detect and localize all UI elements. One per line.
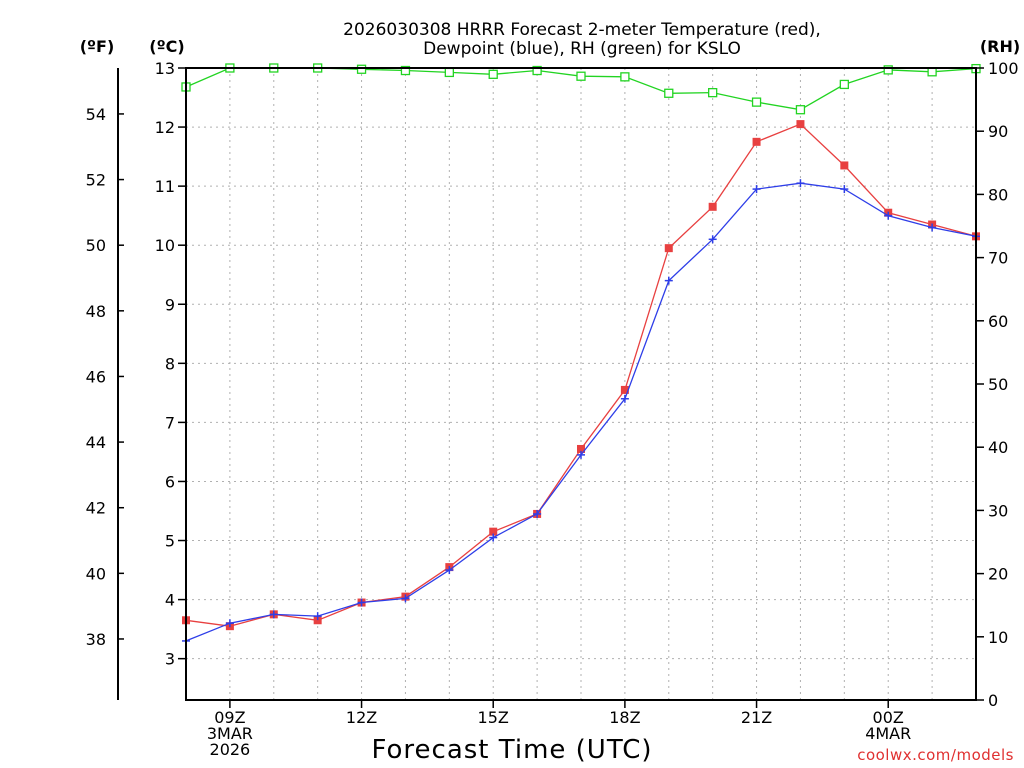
celsius-tick-label: 9: [165, 295, 175, 314]
dewpoint-point: [357, 598, 366, 607]
dewpoint-point: [928, 223, 937, 232]
x-tick-label: 21Z: [741, 708, 772, 727]
rh-point: [356, 64, 367, 74]
dewpoint-point: [225, 619, 234, 628]
rh-tick-label: 20: [988, 565, 1008, 584]
credit-text: coolwx.com/models: [857, 746, 1014, 764]
x-tick-label: 15Z: [478, 708, 509, 727]
x-tick-label: 4MAR: [865, 724, 911, 743]
dewpoint-point: [489, 533, 498, 542]
temperature-point: [620, 385, 629, 394]
temperature-point: [840, 161, 849, 170]
x-tick-label: 18Z: [609, 708, 640, 727]
celsius-tick-label: 13: [155, 59, 175, 78]
dewpoint-point: [796, 179, 805, 188]
temperature-point: [796, 120, 805, 129]
rh-tick-label: 10: [988, 628, 1008, 647]
rh-point: [883, 65, 893, 75]
fahrenheit-tick-label: 38: [86, 630, 106, 649]
x-tick-label: 2026: [210, 740, 251, 759]
temperature-point: [708, 202, 717, 211]
dewpoint-point: [752, 185, 761, 194]
rh-tick-label: 60: [988, 312, 1008, 331]
rh-unit-label: (RH): [980, 37, 1020, 56]
rh-point: [444, 67, 454, 78]
rh-point: [708, 87, 718, 98]
x-tick-label: 00Z: [873, 708, 904, 727]
chart-title-line-2: Dewpoint (blue), RH (green) for KSLO: [423, 39, 741, 59]
rh-point: [664, 88, 674, 98]
rh-tick-label: 90: [988, 122, 1008, 141]
dewpoint-point: [884, 211, 893, 220]
rh-point: [400, 65, 411, 76]
rh-point: [532, 65, 542, 76]
celsius-tick-label: 5: [165, 532, 175, 551]
series-layer: [181, 63, 981, 645]
celsius-tick-label: 6: [165, 472, 175, 491]
celsius-tick-label: 12: [155, 118, 175, 137]
rh-tick-label: 80: [988, 185, 1008, 204]
dewpoint-point: [445, 566, 454, 575]
x-tick-label: 3MAR: [207, 724, 253, 743]
x-axis-label: Forecast Time (UTC): [371, 735, 652, 765]
celsius-tick-label: 8: [165, 354, 175, 373]
temperature-point: [313, 616, 322, 625]
dewpoint-point: [269, 610, 278, 619]
x-tick-label: 12Z: [346, 708, 377, 727]
temperature-point: [577, 444, 585, 453]
celsius-tick-label: 4: [165, 591, 175, 610]
fahrenheit-tick-label: 44: [86, 433, 106, 452]
fahrenheit-tick-label: 40: [86, 564, 106, 583]
dewpoint-point: [708, 235, 717, 244]
rh-tick-label: 70: [988, 249, 1008, 268]
dewpoint-point: [620, 394, 629, 403]
rh-point: [576, 71, 586, 81]
rh-point: [839, 79, 849, 90]
x-tick-label: 09Z: [214, 708, 245, 727]
fahrenheit-unit-label: (ºF): [80, 37, 115, 56]
dewpoint-point: [577, 450, 585, 459]
celsius-tick-label: 11: [155, 177, 175, 196]
celsius-tick-label: 7: [165, 413, 175, 432]
dewpoint-point: [840, 185, 849, 194]
rh-point: [795, 105, 806, 115]
rh-tick-label: 30: [988, 501, 1008, 520]
dewpoint-point: [401, 594, 410, 603]
temperature-point: [664, 244, 673, 253]
fahrenheit-tick-label: 46: [86, 367, 106, 386]
plot-frame: [185, 67, 977, 701]
rh-tick-label: 40: [988, 438, 1008, 457]
fahrenheit-tick-label: 54: [86, 105, 106, 124]
fahrenheit-tick-label: 50: [86, 236, 106, 255]
rh-point: [620, 72, 630, 82]
fahrenheit-tick-label: 42: [86, 499, 106, 518]
celsius-tick-label: 3: [165, 650, 175, 669]
celsius-tick-label: 10: [155, 236, 175, 255]
rh-tick-label: 100: [988, 59, 1019, 78]
dewpoint-point: [313, 612, 322, 621]
celsius-unit-label: (ºC): [149, 37, 184, 56]
chart-title-line-1: 2026030308 HRRR Forecast 2-meter Tempera…: [343, 20, 821, 40]
rh-point: [751, 97, 762, 107]
axis-layer: 3 4 5 6 7 8 9 10 11 12 13 38 40 42 44 46 48 50 52 54 0 10 20 30…: [86, 59, 1019, 759]
temperature-point: [489, 527, 498, 536]
fahrenheit-tick-label: 48: [86, 302, 106, 321]
dewpoint-point: [533, 509, 542, 518]
fahrenheit-tick-label: 52: [86, 171, 106, 190]
grid-layer: [186, 68, 976, 700]
temperature-point: [752, 137, 761, 146]
rh-tick-label: 0: [988, 691, 998, 710]
rh-tick-label: 50: [988, 375, 1008, 394]
rh-point: [488, 69, 498, 79]
dewpoint-point: [664, 276, 673, 285]
